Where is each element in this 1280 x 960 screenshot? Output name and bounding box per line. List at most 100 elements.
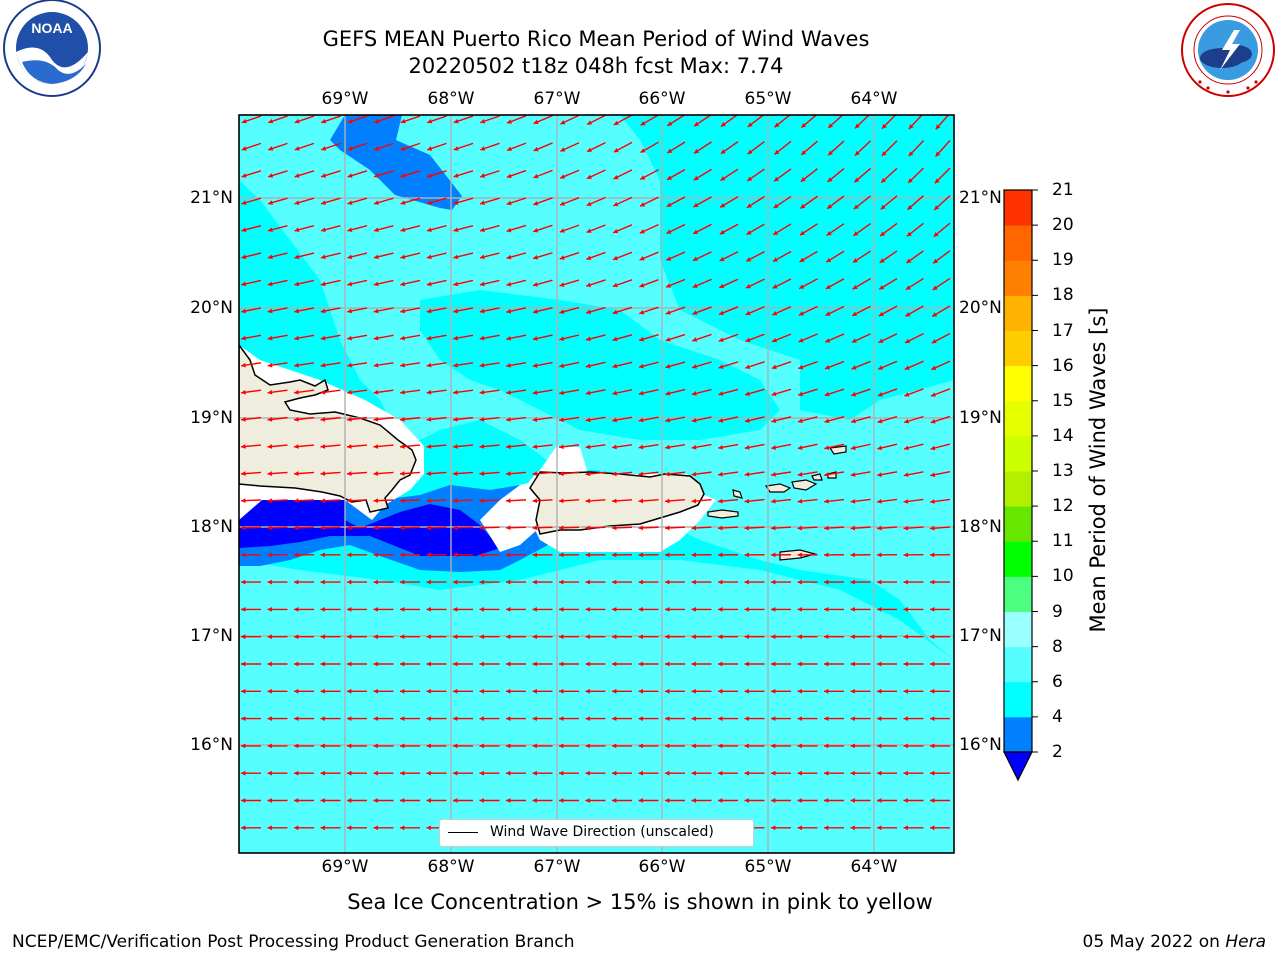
- wind-wave-arrowhead: [241, 688, 246, 694]
- wind-wave-arrowhead: [400, 688, 405, 694]
- wind-wave-arrowhead: [850, 445, 856, 451]
- wind-wave-arrowhead: [532, 525, 537, 531]
- wind-wave-arrowhead: [744, 688, 749, 694]
- wind-wave-arrowhead: [241, 716, 246, 721]
- wind-wave-arrowhead: [665, 363, 671, 369]
- wind-wave-arrowhead: [241, 634, 246, 640]
- colorbar-segment: [1004, 576, 1032, 612]
- period-field-6-8-b: [420, 290, 780, 440]
- wind-wave-arrowhead: [347, 798, 352, 803]
- wind-wave-arrowhead: [479, 552, 484, 558]
- wind-wave-arrowhead: [426, 770, 431, 776]
- wind-wave-arrowhead: [267, 525, 272, 531]
- wind-wave-arrowhead: [744, 445, 750, 450]
- wind-wave-arrowhead: [934, 205, 940, 210]
- wind-wave-arrowhead: [930, 688, 935, 694]
- wind-wave-arrowhead: [905, 312, 911, 317]
- wind-wave-arrowhead: [665, 525, 670, 531]
- wind-wave-arrowhead: [878, 365, 884, 370]
- wind-wave-arrowhead: [533, 200, 539, 206]
- colorbar-segment: [1004, 646, 1032, 683]
- wind-wave-arrowhead: [559, 661, 564, 667]
- wind-wave-arrowhead: [559, 525, 564, 531]
- wind-wave-arrowhead: [666, 202, 672, 207]
- wind-wave-arrowhead: [267, 607, 272, 612]
- wind-wave-arrowhead: [720, 203, 726, 208]
- wind-wave-arrowhead: [932, 285, 938, 290]
- wind-wave-arrowhead: [935, 124, 941, 130]
- wind-wave-arrowhead: [881, 151, 887, 156]
- wind-wave-arrowhead: [400, 416, 405, 422]
- wind-wave-arrowhead: [747, 149, 753, 155]
- colorbar-segment: [1004, 681, 1032, 718]
- wind-wave-arrowhead: [267, 552, 272, 558]
- wind-wave-arrowhead: [666, 283, 672, 288]
- wind-wave-arrowhead: [667, 148, 673, 153]
- wind-wave-arrowhead: [771, 525, 776, 531]
- lon-label-bottom-66w: 66°W: [638, 857, 686, 877]
- wind-wave-arrowhead: [241, 471, 246, 476]
- wind-wave-arrowhead: [692, 310, 698, 315]
- wind-wave-arrowhead: [453, 227, 459, 233]
- wind-wave-arrowhead: [772, 337, 777, 343]
- wind-wave-arrowhead: [612, 390, 618, 396]
- wind-wave-arrowhead: [773, 203, 779, 209]
- wind-wave-arrowhead: [267, 444, 273, 449]
- wind-wave-arrowhead: [347, 525, 352, 531]
- wind-wave-arrowhead: [294, 146, 300, 151]
- wind-wave-arrowhead: [824, 688, 829, 694]
- land-virgin-islands: [707, 445, 847, 561]
- wind-wave-arrowhead: [426, 227, 432, 233]
- wind-wave-arrowhead: [691, 525, 697, 531]
- lon-label-top-69w: 69°W: [321, 89, 369, 109]
- wind-wave-arrowhead: [374, 173, 380, 178]
- wind-wave-arrowhead: [506, 281, 512, 287]
- wind-wave-arrowhead: [453, 607, 458, 612]
- wind-wave-arrowhead: [320, 798, 325, 803]
- wind-wave-arrowhead: [903, 579, 908, 585]
- wind-wave-arrowhead: [506, 363, 511, 368]
- wind-wave-arrowhead: [560, 201, 565, 206]
- wind-wave-arrowhead: [612, 743, 617, 749]
- wind-wave-arrowhead: [747, 122, 753, 127]
- wind-wave-arrowhead: [241, 389, 246, 395]
- wind-wave-arrowhead: [612, 363, 618, 369]
- wind-wave-arrowhead: [771, 471, 776, 477]
- colorbar-segment: [1004, 190, 1032, 226]
- wind-wave-arrowhead: [347, 498, 352, 504]
- wind-wave-arrowhead: [241, 525, 246, 531]
- wind-wave-arrowhead: [533, 282, 538, 287]
- wind-wave-arrowhead: [347, 173, 353, 178]
- wind-wave-arrowhead: [797, 661, 802, 667]
- wind-wave-arrowhead: [400, 716, 405, 721]
- wind-wave-arrowhead: [426, 362, 432, 368]
- wind-wave-arrowhead: [850, 634, 855, 640]
- colorbar-tick-label: 12: [1052, 496, 1074, 517]
- wind-wave-arrowhead: [877, 472, 882, 477]
- wind-wave-arrowhead: [320, 716, 325, 721]
- wind-wave-arrowhead: [532, 444, 538, 450]
- wind-wave-arrowhead: [347, 552, 352, 558]
- wind-wave-arrowhead: [374, 146, 380, 151]
- wind-wave-arrowhead: [294, 688, 299, 694]
- wind-wave-arrowhead: [691, 688, 696, 694]
- wind-wave-arrowhead: [879, 258, 885, 263]
- wind-wave-arrowhead: [506, 308, 512, 314]
- wind-wave-arrowhead: [744, 661, 749, 667]
- wind-wave-arrowhead: [373, 389, 379, 395]
- wind-wave-arrowhead: [692, 337, 698, 342]
- wind-wave-arrowhead: [347, 227, 353, 233]
- wind-wave-arrowhead: [878, 338, 884, 343]
- wind-wave-arrowhead: [851, 391, 857, 397]
- lat-label-left-19n: 19°N: [190, 408, 233, 428]
- wind-wave-arrowhead: [506, 579, 511, 585]
- noaa-logo: NOAA: [3, 0, 101, 97]
- wind-wave-arrowhead: [241, 118, 247, 124]
- wind-wave-arrowhead: [691, 716, 696, 721]
- wind-wave-arrowhead: [585, 634, 590, 640]
- wind-wave-arrowhead: [666, 175, 672, 180]
- wind-wave-arrowhead: [506, 743, 511, 749]
- wind-wave-arrowhead: [930, 607, 935, 612]
- wind-wave-arrowhead: [718, 634, 723, 640]
